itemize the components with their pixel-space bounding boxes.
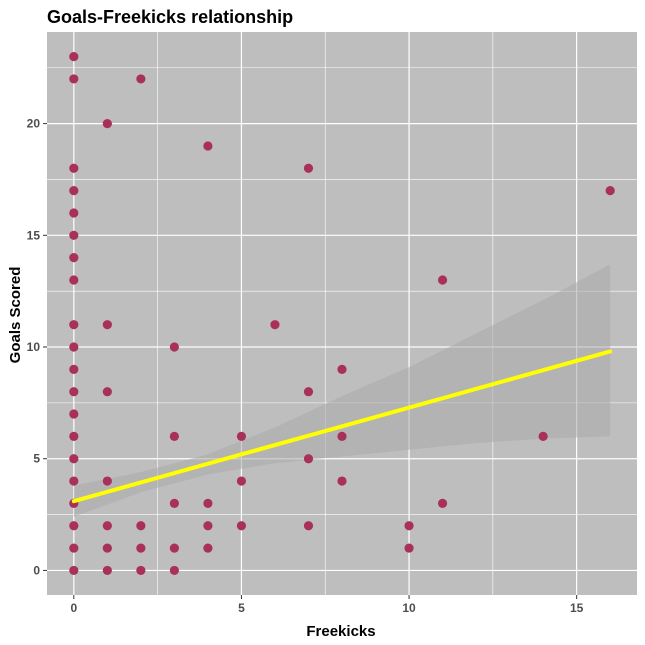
data-point (169, 565, 179, 576)
data-point (404, 521, 414, 531)
data-point (169, 543, 179, 553)
x-tick-label: 10 (402, 601, 416, 615)
data-point (69, 342, 79, 352)
data-point (605, 186, 615, 196)
y-tick-label: 15 (27, 228, 41, 242)
data-point (69, 364, 79, 374)
x-tick-label: 0 (70, 601, 77, 615)
y-tick-label: 5 (33, 452, 40, 466)
data-point (69, 275, 79, 285)
data-point (136, 565, 146, 576)
data-point (102, 565, 112, 576)
data-point (102, 320, 112, 330)
data-point (303, 163, 314, 173)
data-point (69, 186, 79, 196)
data-point (102, 387, 112, 397)
y-tick-label: 10 (27, 340, 41, 354)
data-point (203, 543, 213, 553)
minor-grid (47, 32, 637, 595)
data-point (303, 521, 314, 531)
trend-line (71, 349, 613, 504)
data-point (303, 454, 314, 464)
data-point (69, 163, 79, 173)
data-point (337, 476, 347, 486)
data-point (337, 364, 347, 374)
x-axis-ticks: 0 5 10 15 (70, 595, 584, 615)
data-point (69, 409, 79, 419)
confidence-band (73, 264, 611, 517)
data-point (102, 521, 112, 531)
data-point (236, 476, 247, 486)
data-point (303, 387, 314, 397)
data-point (102, 476, 112, 486)
y-axis-ticks: 0 5 10 15 20 (27, 117, 47, 577)
data-point (102, 543, 112, 553)
data-point (169, 342, 179, 352)
data-point (437, 498, 448, 509)
data-point (203, 141, 213, 151)
data-point (69, 543, 79, 553)
data-point (270, 320, 280, 330)
data-point (69, 387, 79, 397)
data-point (136, 543, 146, 553)
data-point (404, 543, 414, 553)
data-point (69, 74, 79, 84)
data-point (337, 431, 347, 441)
y-tick-label: 0 (33, 563, 40, 577)
data-points (69, 51, 615, 576)
data-point (203, 521, 213, 531)
data-point (538, 431, 548, 441)
data-point (69, 431, 79, 441)
data-point (203, 498, 213, 509)
data-point (69, 454, 79, 464)
data-point (136, 74, 146, 84)
chart-title: Goals-Freekicks relationship (47, 7, 293, 27)
data-point (169, 431, 179, 441)
major-grid (47, 32, 637, 595)
data-point (236, 431, 247, 441)
data-point (69, 51, 79, 62)
data-point (236, 521, 247, 531)
data-point (169, 498, 179, 509)
x-tick-label: 15 (570, 601, 584, 615)
data-point (136, 521, 146, 531)
x-axis-label: Freekicks (306, 623, 375, 640)
data-point (69, 565, 79, 576)
data-point (69, 208, 79, 218)
y-axis-label: Goals Scored (7, 267, 24, 364)
data-point (69, 253, 79, 263)
data-point (102, 118, 112, 129)
x-tick-label: 5 (238, 601, 245, 615)
data-point (437, 275, 448, 285)
data-point (69, 230, 79, 240)
y-tick-label: 20 (27, 117, 41, 131)
data-point (69, 320, 79, 330)
data-point (69, 476, 79, 486)
data-point (69, 521, 79, 531)
